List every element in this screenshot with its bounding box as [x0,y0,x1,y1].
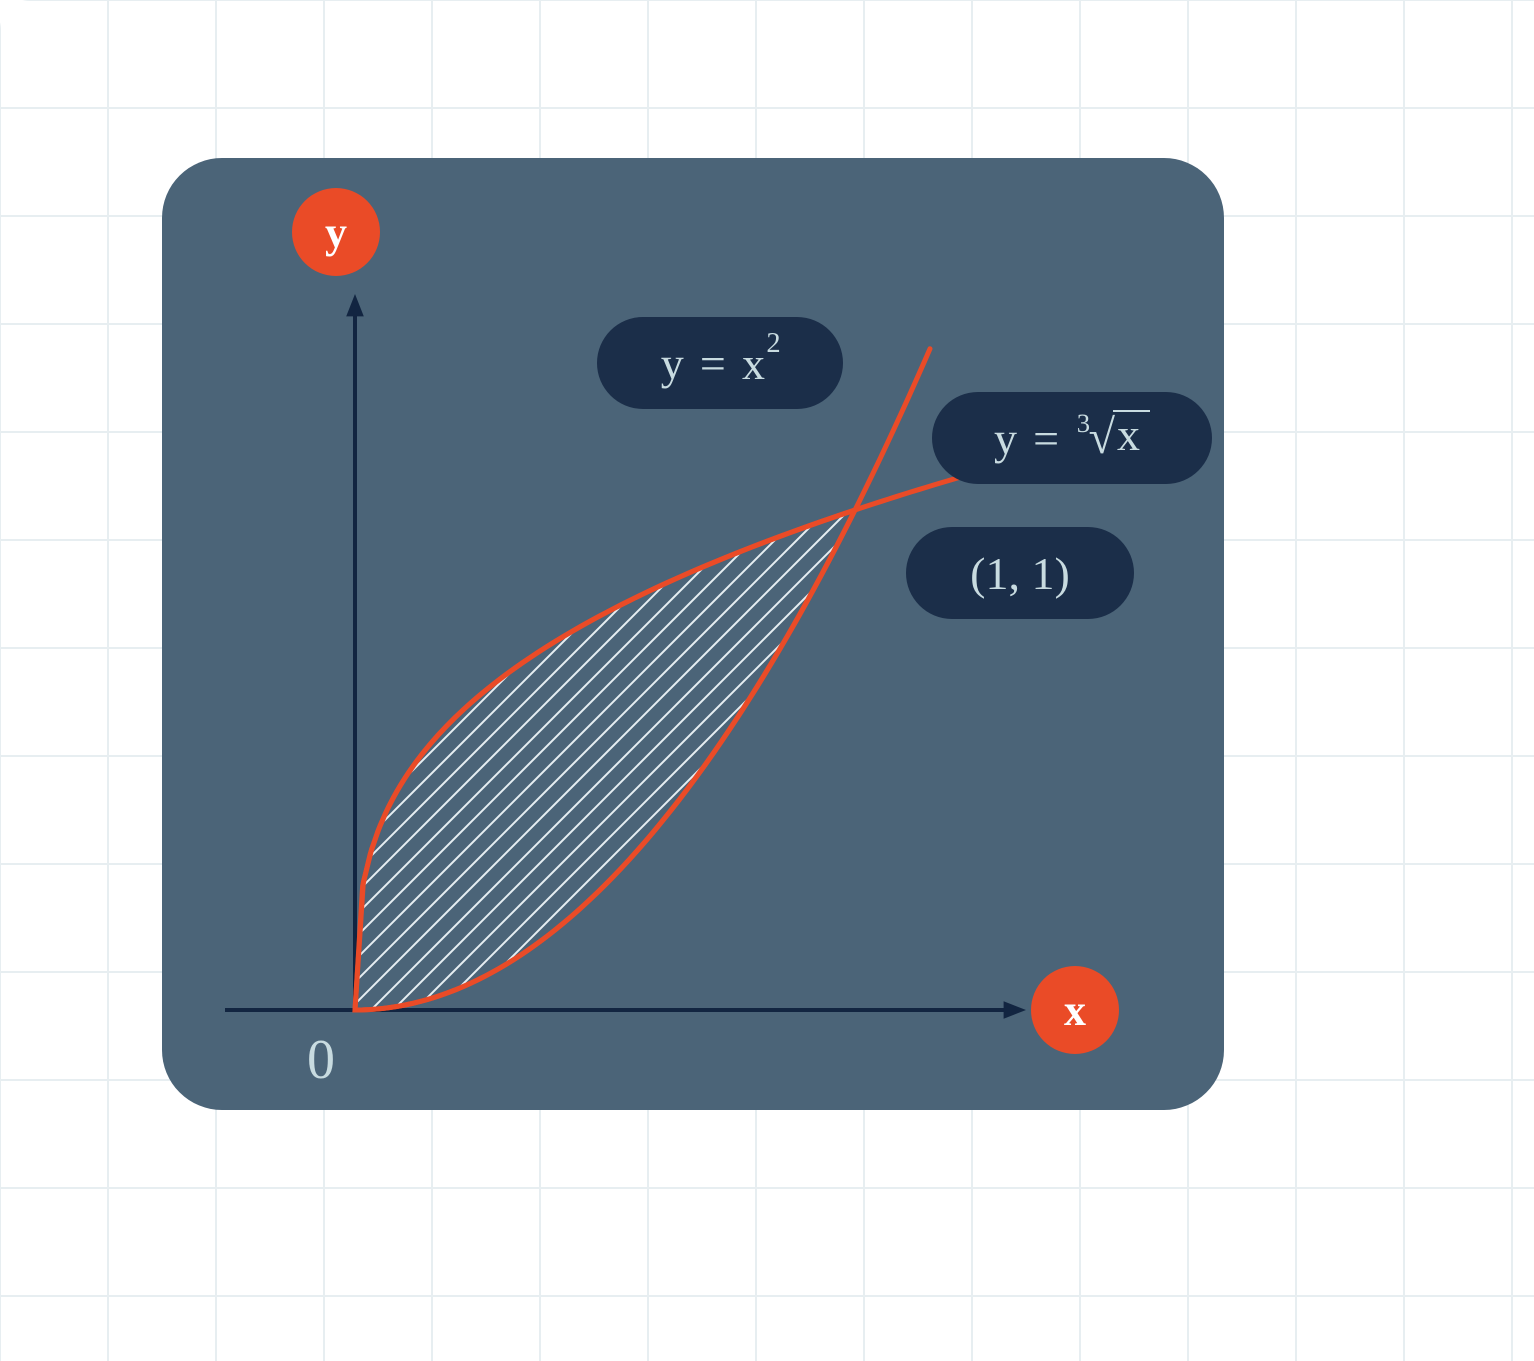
equation-cuberoot-pill: y = 3√x [932,392,1212,484]
page-root: y x 0 y = x2 y = 3√x (1, 1) [0,0,1534,1361]
radical-icon: 3√x [1075,411,1150,466]
eq2-lhs: y [994,412,1017,465]
eq1-base: x [742,337,765,390]
x-axis-label: x [1064,985,1086,1036]
eq1-lhs: y [661,337,684,390]
y-axis-badge: y [292,188,380,276]
eq2-radicand: x [1113,410,1150,458]
eq2-op: = [1017,412,1075,465]
eq1-exp: 2 [766,328,780,360]
curve-parabola [355,349,930,1010]
region-outline [355,510,855,1010]
y-axis-label: y [325,207,347,258]
intersection-point-text: (1, 1) [970,547,1070,600]
intersection-point-pill: (1, 1) [906,527,1134,619]
equation-parabola-pill: y = x2 [597,317,843,409]
x-axis-badge: x [1031,966,1119,1054]
eq1-op: = [684,337,742,390]
origin-label: 0 [307,1028,335,1092]
